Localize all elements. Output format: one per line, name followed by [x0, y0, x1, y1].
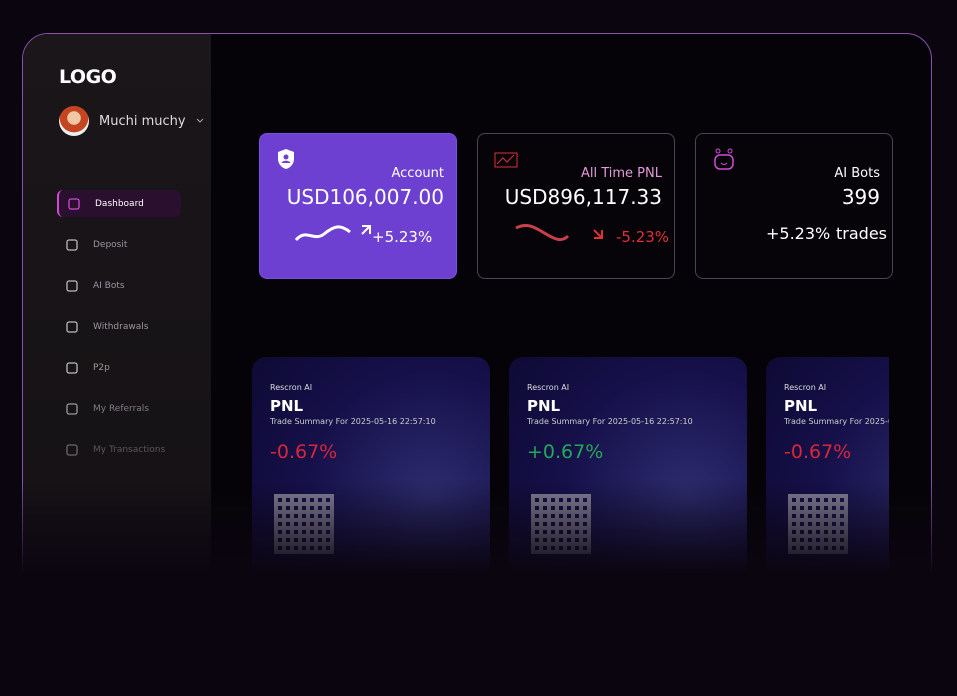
nav-item[interactable]: My Transactions: [57, 436, 181, 463]
nav-item[interactable]: Dashboard: [57, 190, 181, 217]
nav-label: P2p: [93, 362, 110, 373]
sparkline: [294, 225, 371, 242]
nav-item[interactable]: P2p: [57, 354, 181, 381]
nav-icon: [66, 443, 78, 456]
fade-overlay: [0, 480, 957, 696]
pnl-value: -0.67%: [784, 441, 852, 463]
stat-card: AI Bots 399 +5.23% trades: [695, 133, 893, 279]
sparkline: [515, 224, 603, 242]
pnl-brand: Rescron AI: [784, 383, 827, 392]
stat-value: USD106,007.00: [286, 185, 444, 209]
pnl-value: -0.67%: [270, 441, 338, 463]
pnl-brand: Rescron AI: [270, 383, 313, 392]
nav-icon: [68, 197, 80, 210]
logo: LOGO: [59, 66, 117, 88]
avatar: [59, 106, 89, 136]
chevron: [196, 118, 203, 123]
pnl-title: PNL: [270, 397, 304, 415]
stat-card: All Time PNL USD896,117.33 -5.23%: [477, 133, 675, 279]
nav: Dashboard Deposit AI Bots Withdrawals P2p My …: [57, 190, 181, 477]
stat-label: AI Bots: [834, 166, 880, 181]
stat-value: 399: [841, 185, 880, 209]
nav-label: AI Bots: [93, 280, 125, 291]
pnl-subtitle: Trade Summary For 2025-0: [784, 417, 889, 426]
stat-value: USD896,117.33: [504, 185, 662, 209]
nav-icon: [66, 402, 78, 415]
nav-item[interactable]: AI Bots: [57, 272, 181, 299]
bot-icon: [714, 148, 734, 170]
stat-change: +5.23%: [372, 228, 433, 246]
shield-icon: [278, 149, 294, 169]
nav-label: My Referrals: [93, 403, 149, 414]
pnl-subtitle: Trade Summary For 2025-05-16 22:57:10: [527, 417, 693, 426]
user-menu[interactable]: Muchi muchy: [59, 106, 204, 136]
stat-label: Account: [391, 166, 445, 181]
nav-icon: [66, 320, 78, 333]
nav-item[interactable]: Deposit: [57, 231, 181, 258]
stat-card: Account USD106,007.00 +5.23%: [259, 133, 457, 279]
nav-label: Dashboard: [95, 198, 144, 209]
pnl-subtitle: Trade Summary For 2025-05-16 22:57:10: [270, 417, 436, 426]
nav-item[interactable]: My Referrals: [57, 395, 181, 422]
chart-icon: [494, 152, 518, 168]
nav-icon: [66, 238, 78, 251]
nav-label: My Transactions: [93, 444, 166, 455]
stat-change: -5.23%: [616, 228, 670, 246]
pnl-brand: Rescron AI: [527, 383, 570, 392]
pnl-title: PNL: [527, 397, 561, 415]
pnl-value: +0.67%: [527, 441, 604, 463]
stat-label: All Time PNL: [580, 166, 662, 181]
stat-change: +5.23%: [766, 224, 831, 243]
nav-item[interactable]: Withdrawals: [57, 313, 181, 340]
pnl-title: PNL: [784, 397, 818, 415]
stat-unit: trades: [836, 224, 887, 243]
nav-label: Deposit: [93, 239, 128, 250]
nav-icon: [66, 279, 78, 292]
nav-label: Withdrawals: [93, 321, 149, 332]
nav-icon: [66, 361, 78, 374]
user-name: Muchi muchy: [99, 113, 186, 129]
